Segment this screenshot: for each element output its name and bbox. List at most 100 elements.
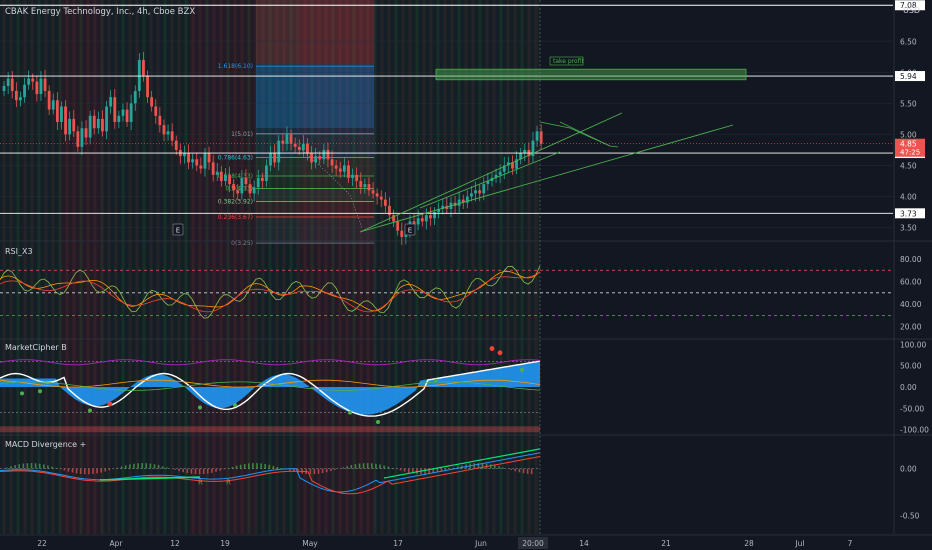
candle-body: [260, 177, 264, 181]
price-tick: 6.50: [900, 37, 917, 46]
time-cursor-box: [518, 537, 548, 549]
candle-body: [76, 131, 80, 147]
session-band: [300, 0, 375, 534]
macd-histogram-bar: [399, 468, 402, 471]
mc-buy-dot: [520, 367, 524, 372]
candle-body: [72, 118, 76, 132]
macd-histogram-bar: [108, 468, 111, 471]
candle-body: [27, 78, 31, 85]
candle-body: [183, 153, 186, 157]
candle-body: [355, 174, 359, 181]
candle-body: [142, 59, 145, 76]
candle-body: [506, 162, 510, 166]
earnings-marker-label: E: [176, 227, 180, 235]
time-tick: 20:00: [522, 539, 544, 548]
candle-body: [388, 205, 391, 216]
candle-body: [187, 153, 190, 163]
macd-histogram-bar: [51, 466, 53, 469]
candle-body: [392, 215, 395, 222]
macd-histogram-bar: [264, 463, 266, 469]
macd-histogram-bar: [358, 463, 361, 469]
macd-histogram-bar: [436, 468, 439, 473]
macd-histogram-bar: [133, 463, 135, 469]
macd-histogram-bar: [444, 468, 447, 471]
fib-level-label: 0.5(4.13): [225, 185, 253, 192]
mc-buy-dot: [198, 405, 202, 410]
rsi-title[interactable]: RSI_X3: [5, 247, 33, 256]
candle-body: [474, 190, 477, 194]
candle-body: [535, 131, 539, 141]
candle-body: [269, 153, 272, 166]
candle-body: [133, 90, 137, 104]
fib-zone: [256, 188, 374, 202]
currency-label: USD: [903, 6, 920, 15]
mc-tick: -50.00: [900, 404, 924, 413]
candle-body: [129, 103, 133, 122]
macd-histogram-bar: [34, 463, 37, 469]
rsi-line-slow: [0, 271, 541, 313]
macd-histogram-bar: [211, 468, 213, 473]
session-band: [375, 0, 400, 534]
candle-body: [359, 181, 363, 188]
candle-body: [150, 97, 154, 107]
macd-histogram-bar: [18, 464, 20, 469]
shading-layer: [0, 0, 538, 534]
macd-histogram-bar: [473, 463, 476, 469]
macd-histogram-bar: [231, 466, 234, 469]
marketcipher-title[interactable]: MarketCipher B: [5, 343, 67, 352]
candle-body: [60, 106, 63, 122]
candle-body: [424, 215, 428, 222]
macd-histogram-bar: [453, 467, 455, 469]
candle-body: [351, 174, 354, 178]
level-price-box: [895, 71, 925, 82]
candle-body: [293, 143, 297, 147]
price-tick: 4.50: [900, 161, 917, 170]
projection-path: [559, 121, 611, 147]
macd-divergence-line: [99, 476, 201, 481]
candle-body: [502, 165, 506, 172]
macd-histogram-bar: [256, 463, 258, 469]
candle-body: [277, 140, 281, 163]
macd-histogram-bar: [432, 468, 435, 474]
macd-histogram-bar: [325, 468, 328, 473]
mc-vwap: [0, 379, 541, 388]
candle-body: [486, 181, 490, 185]
candle-body: [68, 118, 72, 135]
candle-body: [199, 165, 203, 169]
price-tick: 4.00: [900, 193, 917, 202]
level-price-label: 3.73: [900, 209, 917, 218]
time-tick: 21: [661, 539, 671, 548]
candle-body: [367, 184, 371, 191]
macd-histogram-bar: [379, 464, 381, 469]
candle-body: [252, 187, 256, 194]
fib-zone: [256, 176, 374, 189]
fib-zone: [256, 201, 374, 218]
macd-histogram-bar: [186, 468, 189, 474]
symbol-title[interactable]: CBAK Energy Technology, Inc., 4h, Cboe B…: [5, 7, 195, 17]
candle-body: [31, 78, 35, 82]
candle-body: [146, 75, 149, 98]
session-band: [0, 0, 60, 534]
macd-histogram-bar: [202, 468, 205, 475]
macd-histogram-bar: [71, 468, 74, 473]
macd-histogram-bar: [219, 468, 221, 471]
macd-title[interactable]: MACD Divergence +: [5, 440, 86, 449]
macd-histogram-bar: [43, 464, 45, 469]
candle-body: [240, 177, 244, 194]
macd-histogram-bar: [530, 468, 533, 475]
mc-buy-dot: [434, 378, 438, 383]
macd-histogram-bar: [22, 463, 25, 469]
macd-histogram-bar: [297, 468, 299, 473]
candle-body: [215, 171, 219, 175]
level-price-label: 5.94: [900, 72, 917, 81]
current-price-box: [895, 138, 925, 157]
candle-body: [113, 97, 117, 122]
macd-bull-line: [383, 448, 541, 479]
macd-histogram-bar: [260, 463, 262, 469]
candle-body: [236, 190, 240, 194]
candle-body: [306, 143, 309, 154]
candle-body: [23, 84, 26, 98]
candle-body: [330, 159, 334, 166]
candle-body: [174, 140, 178, 150]
